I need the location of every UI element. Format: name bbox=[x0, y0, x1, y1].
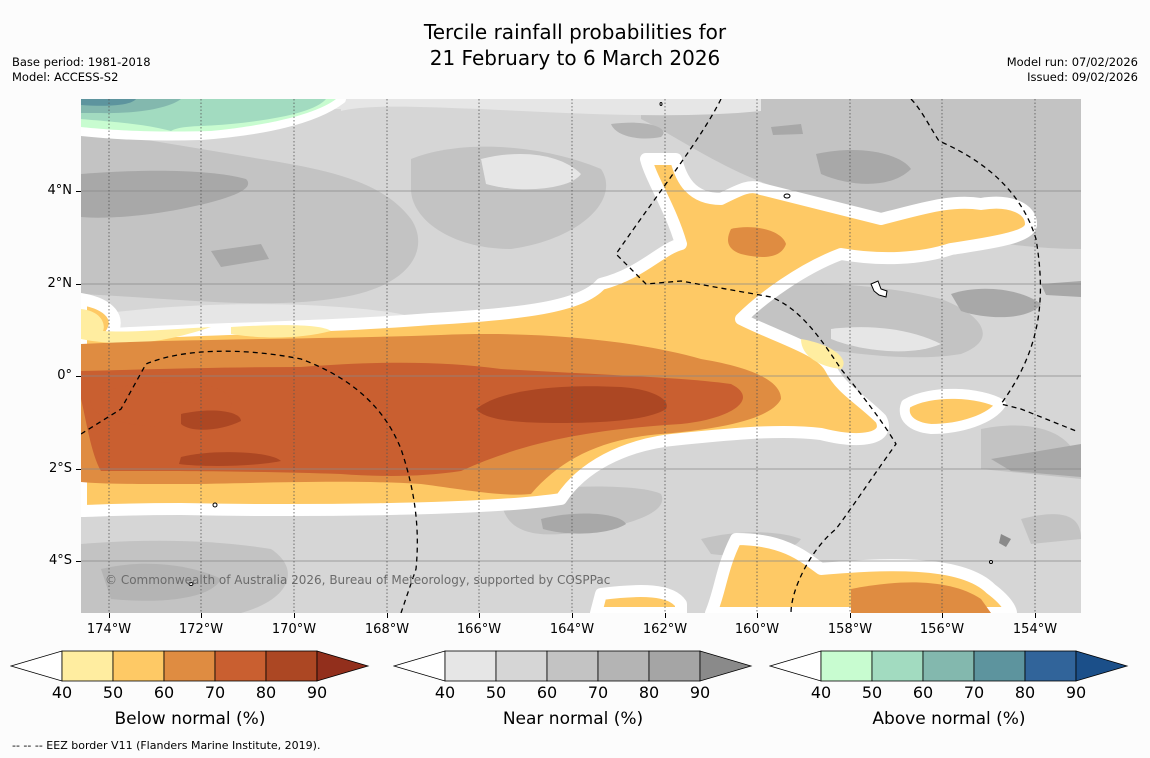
lon-label-172w: 172°W bbox=[178, 622, 224, 637]
run-info: Model run: 07/02/2026 Issued: 09/02/2026 bbox=[1007, 55, 1138, 85]
swatch-80-90 bbox=[1024, 650, 1077, 682]
lon-tick bbox=[294, 613, 295, 618]
lon-tick bbox=[757, 613, 758, 618]
below-normal-shading bbox=[81, 153, 1037, 613]
swatch-50-60 bbox=[495, 650, 548, 682]
tick-60: 60 bbox=[153, 683, 175, 702]
lon-tick bbox=[1035, 613, 1036, 618]
map-canvas bbox=[81, 99, 1081, 613]
lon-label-162w: 162°W bbox=[642, 622, 688, 637]
swatch-under bbox=[769, 650, 822, 682]
tick-70: 70 bbox=[204, 683, 226, 702]
lon-tick bbox=[665, 613, 666, 618]
tick-80: 80 bbox=[1014, 683, 1036, 702]
lon-label-156w: 156°W bbox=[919, 622, 965, 637]
tick-50: 50 bbox=[485, 683, 507, 702]
colorbar-above-normal-label: Above normal (%) bbox=[872, 709, 1026, 729]
swatch-over bbox=[699, 650, 753, 682]
title-line-2: 21 February to 6 March 2026 bbox=[429, 46, 721, 70]
swatch-under bbox=[393, 650, 446, 682]
model-name: Model: ACCESS-S2 bbox=[12, 70, 119, 84]
swatch-60-70 bbox=[163, 650, 216, 682]
lat-tick bbox=[76, 376, 81, 377]
model-run-date: Model run: 07/02/2026 bbox=[1006, 55, 1138, 69]
base-period: Base period: 1981-2018 bbox=[12, 55, 151, 69]
lon-label-160w: 160°W bbox=[734, 622, 780, 637]
swatch-80-90 bbox=[648, 650, 701, 682]
lon-label-174w: 174°W bbox=[86, 622, 132, 637]
colorbar-near-normal-swatches bbox=[393, 650, 753, 682]
swatch-80-90 bbox=[265, 650, 318, 682]
lat-tick bbox=[76, 561, 81, 562]
swatch-70-80 bbox=[973, 650, 1026, 682]
swatch-under bbox=[10, 650, 63, 682]
swatch-over bbox=[1075, 650, 1129, 682]
lon-tick bbox=[201, 613, 202, 618]
graticule bbox=[81, 99, 1081, 613]
tick-70: 70 bbox=[587, 683, 609, 702]
colorbar-near-normal: 40 50 60 70 80 90 Near normal (%) bbox=[393, 646, 753, 736]
probability-map: © Commonwealth of Australia 2026, Bureau… bbox=[81, 99, 1081, 613]
lon-label-166w: 166°W bbox=[456, 622, 502, 637]
tick-40: 40 bbox=[434, 683, 456, 702]
islands bbox=[188, 102, 993, 586]
tick-80: 80 bbox=[255, 683, 277, 702]
colorbar-below-normal-swatches bbox=[10, 650, 370, 682]
swatch-40-50 bbox=[61, 650, 114, 682]
issued-date: Issued: 09/02/2026 bbox=[1027, 70, 1138, 84]
colorbar-near-normal-label: Near normal (%) bbox=[502, 709, 644, 729]
swatch-60-70 bbox=[922, 650, 975, 682]
colorbar-below-normal: 40 50 60 70 80 90 Below normal (%) bbox=[10, 646, 370, 736]
above-normal-shading bbox=[81, 99, 346, 141]
lat-label-2s: 2°S bbox=[48, 461, 72, 476]
tick-40: 40 bbox=[51, 683, 73, 702]
swatch-60-70 bbox=[546, 650, 599, 682]
lat-tick bbox=[76, 191, 81, 192]
tick-90: 90 bbox=[306, 683, 328, 702]
lon-tick bbox=[850, 613, 851, 618]
lon-tick bbox=[942, 613, 943, 618]
lon-tick bbox=[479, 613, 480, 618]
colorbar-above-normal: 40 50 60 70 80 90 Above normal (%) bbox=[769, 646, 1129, 736]
tick-50: 50 bbox=[102, 683, 124, 702]
title-line-1: Tercile rainfall probabilities for bbox=[423, 20, 727, 44]
tick-90: 90 bbox=[689, 683, 711, 702]
swatch-50-60 bbox=[112, 650, 165, 682]
tick-60: 60 bbox=[912, 683, 934, 702]
lon-tick bbox=[572, 613, 573, 618]
lat-tick bbox=[76, 469, 81, 470]
lon-label-168w: 168°W bbox=[364, 622, 410, 637]
swatch-50-60 bbox=[871, 650, 924, 682]
map-title: Tercile rainfall probabilities for 21 Fe… bbox=[0, 19, 1150, 71]
tick-60: 60 bbox=[536, 683, 558, 702]
lon-tick bbox=[109, 613, 110, 618]
lat-label-0: 0° bbox=[57, 368, 72, 383]
eez-borders bbox=[81, 99, 1077, 613]
lon-label-164w: 164°W bbox=[549, 622, 595, 637]
swatch-70-80 bbox=[597, 650, 650, 682]
tick-50: 50 bbox=[861, 683, 883, 702]
tick-80: 80 bbox=[638, 683, 660, 702]
model-info: Base period: 1981-2018 Model: ACCESS-S2 bbox=[12, 55, 151, 85]
lon-label-158w: 158°W bbox=[827, 622, 873, 637]
lat-tick bbox=[76, 284, 81, 285]
eez-footnote: -- -- -- EEZ border V11 (Flanders Marine… bbox=[12, 739, 321, 752]
lon-label-170w: 170°W bbox=[271, 622, 317, 637]
swatch-40-50 bbox=[820, 650, 873, 682]
lon-tick bbox=[387, 613, 388, 618]
swatch-70-80 bbox=[214, 650, 267, 682]
lat-label-4n: 4°N bbox=[47, 183, 73, 198]
swatch-over bbox=[316, 650, 370, 682]
swatch-40-50 bbox=[444, 650, 497, 682]
lat-label-2n: 2°N bbox=[47, 276, 73, 291]
lon-label-154w: 154°W bbox=[1012, 622, 1058, 637]
colorbar-above-normal-swatches bbox=[769, 650, 1129, 682]
lat-label-4s: 4°S bbox=[48, 553, 72, 568]
tick-40: 40 bbox=[810, 683, 832, 702]
tick-70: 70 bbox=[963, 683, 985, 702]
colorbar-below-normal-label: Below normal (%) bbox=[114, 709, 266, 729]
tick-90: 90 bbox=[1065, 683, 1087, 702]
copyright-notice: © Commonwealth of Australia 2026, Bureau… bbox=[105, 573, 611, 587]
